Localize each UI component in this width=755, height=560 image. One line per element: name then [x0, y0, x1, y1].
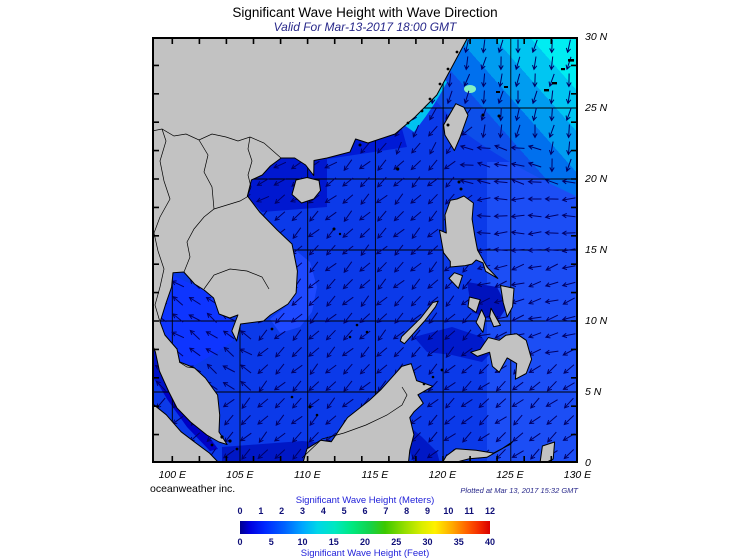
latitude-tick-label: 20 N	[585, 173, 608, 185]
meters-tick-label: 7	[383, 506, 389, 516]
meters-tick-label: 11	[464, 506, 474, 516]
meters-tick-label: 10	[443, 506, 454, 516]
land-negros	[475, 309, 487, 333]
page-title: Significant Wave Height with Wave Direct…	[232, 5, 498, 20]
feet-tick-label: 25	[391, 537, 402, 547]
ocean-vietnam-stripe	[270, 249, 317, 333]
latitude-tick-label: 0	[585, 457, 591, 469]
wave-height-colorbar	[240, 521, 490, 534]
land-hainan	[291, 177, 321, 204]
meters-tick-label: 9	[424, 506, 430, 516]
longitude-tick-label: 120 E	[428, 469, 457, 481]
oceanweather-credit: oceanweather inc.	[150, 483, 236, 495]
frame-layer	[152, 37, 578, 463]
legend-meters-ticks: 0 1 2 3 4 5 6 7 8 9 10 11 12	[237, 506, 495, 517]
ocean-visayan-dark	[467, 282, 507, 322]
land-panay	[467, 296, 481, 313]
land-borneo	[302, 363, 434, 463]
meters-tick-label: 0	[237, 506, 243, 516]
frame-tick-marks	[154, 39, 576, 461]
longitude-axis: 100 E 105 E 110 E 115 E 120 E 125 E 130 E	[152, 469, 592, 483]
legend-feet-title: Significant Wave Height (Feet)	[300, 548, 430, 559]
land-sulawesi-arm	[441, 441, 514, 463]
land-palawan	[399, 300, 439, 345]
plotted-timestamp: Plotted at Mar 13, 2017 15:32 GMT	[460, 486, 578, 495]
feet-tick-label: 20	[359, 537, 371, 547]
longitude-tick-label: 105 E	[226, 469, 254, 481]
meters-tick-label: 2	[279, 506, 285, 516]
latitude-tick-label: 15 N	[585, 244, 608, 256]
meters-tick-label: 8	[404, 506, 410, 516]
valid-time-subtitle: Valid For Mar-13-2017 18:00 GMT	[273, 20, 457, 34]
latitude-axis: 30 N 25 N 20 N 15 N 10 N 5 N 0	[585, 31, 625, 469]
meters-tick-label: 3	[299, 506, 305, 516]
longitude-tick-label: 100 E	[158, 469, 187, 481]
latitude-tick-label: 30 N	[585, 31, 608, 43]
land-taiwan	[443, 103, 469, 152]
islets-layer	[210, 50, 574, 451]
longitude-tick-label: 110 E	[294, 469, 321, 481]
land-sumatra	[152, 402, 220, 463]
land-mindanao	[470, 333, 533, 380]
legend-feet-ticks: 0 5 10 15 20 25 30 35 40	[237, 537, 495, 548]
meters-tick-label: 1	[258, 506, 264, 516]
meters-tick-label: 4	[320, 506, 326, 516]
meters-tick-label: 12	[484, 506, 495, 516]
feet-tick-label: 40	[484, 537, 496, 547]
feet-tick-label: 10	[297, 537, 308, 547]
land-cebu-bohol	[489, 307, 501, 328]
latitude-tick-label: 25 N	[585, 102, 608, 114]
longitude-tick-label: 130 E	[563, 469, 592, 481]
feet-tick-label: 15	[328, 537, 339, 547]
meters-tick-label: 5	[341, 506, 347, 516]
legend-meters-title: Significant Wave Height (Meters)	[295, 495, 435, 506]
feet-tick-label: 5	[268, 537, 274, 547]
feet-tick-label: 35	[453, 537, 464, 547]
land-luzon	[439, 195, 499, 279]
map-canvas	[152, 37, 578, 463]
meters-tick-label: 6	[362, 506, 368, 516]
latitude-tick-label: 10 N	[585, 315, 608, 327]
longitude-tick-label: 115 E	[361, 469, 389, 481]
land-samar-leyte	[500, 285, 515, 318]
land-mindoro	[448, 272, 463, 289]
longitude-tick-label: 125 E	[496, 469, 524, 481]
feet-tick-label: 30	[422, 537, 433, 547]
ocean-green-spot	[464, 85, 476, 93]
feet-tick-label: 0	[237, 537, 243, 547]
latitude-tick-label: 5 N	[585, 386, 602, 398]
